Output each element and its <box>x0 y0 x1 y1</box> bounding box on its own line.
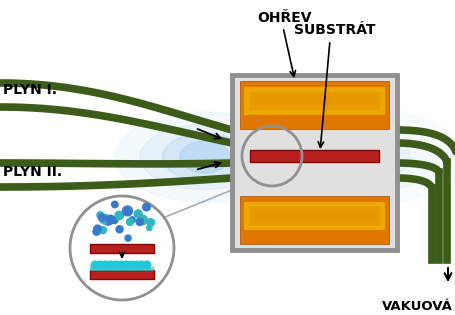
Bar <box>243 87 384 115</box>
Bar <box>239 196 388 244</box>
Bar <box>243 87 384 115</box>
Circle shape <box>112 261 119 269</box>
Circle shape <box>98 214 105 221</box>
Ellipse shape <box>180 141 229 173</box>
Ellipse shape <box>284 119 434 194</box>
Circle shape <box>91 261 99 269</box>
Circle shape <box>147 225 152 231</box>
Circle shape <box>147 219 154 226</box>
Circle shape <box>138 261 145 269</box>
Bar <box>243 202 384 230</box>
Bar <box>239 81 388 129</box>
Circle shape <box>97 212 103 218</box>
Circle shape <box>94 225 101 233</box>
Circle shape <box>142 203 150 211</box>
Circle shape <box>134 210 142 218</box>
Circle shape <box>100 214 109 224</box>
Bar <box>90 267 154 271</box>
Ellipse shape <box>115 112 294 202</box>
Circle shape <box>111 201 118 208</box>
Circle shape <box>99 226 106 234</box>
Bar <box>243 202 384 230</box>
Circle shape <box>70 196 174 300</box>
Circle shape <box>132 261 140 269</box>
Text: PLYN I.: PLYN I. <box>3 83 57 97</box>
Circle shape <box>143 261 151 269</box>
Ellipse shape <box>309 131 409 183</box>
Circle shape <box>116 226 123 233</box>
Ellipse shape <box>259 107 455 207</box>
Circle shape <box>138 215 147 225</box>
Circle shape <box>122 261 130 269</box>
Circle shape <box>136 218 143 226</box>
Circle shape <box>96 261 104 269</box>
Ellipse shape <box>344 150 364 164</box>
Bar <box>248 92 379 110</box>
Circle shape <box>93 228 100 235</box>
Bar <box>249 150 378 162</box>
Bar <box>90 244 154 253</box>
Ellipse shape <box>334 146 374 168</box>
Text: SUBSTRÁT: SUBSTRÁT <box>293 23 375 37</box>
Circle shape <box>126 218 133 226</box>
Circle shape <box>106 215 115 224</box>
Bar <box>232 75 396 250</box>
Circle shape <box>125 235 131 241</box>
Circle shape <box>117 261 125 269</box>
Bar <box>90 270 154 279</box>
Circle shape <box>111 217 117 224</box>
Circle shape <box>115 211 123 220</box>
Ellipse shape <box>162 133 247 181</box>
Text: VAKUOVÁ
PUMPA: VAKUOVÁ PUMPA <box>381 300 451 315</box>
Circle shape <box>106 261 114 269</box>
Bar <box>253 212 374 220</box>
Circle shape <box>104 217 112 225</box>
Ellipse shape <box>329 139 389 175</box>
Bar <box>248 207 379 225</box>
Circle shape <box>129 217 135 223</box>
Circle shape <box>127 261 135 269</box>
Circle shape <box>122 206 132 216</box>
Text: OHŘEV: OHŘEV <box>257 11 312 25</box>
Ellipse shape <box>140 124 269 190</box>
Bar <box>253 97 374 105</box>
Text: PLYN II.: PLYN II. <box>3 165 62 179</box>
Circle shape <box>101 261 109 269</box>
